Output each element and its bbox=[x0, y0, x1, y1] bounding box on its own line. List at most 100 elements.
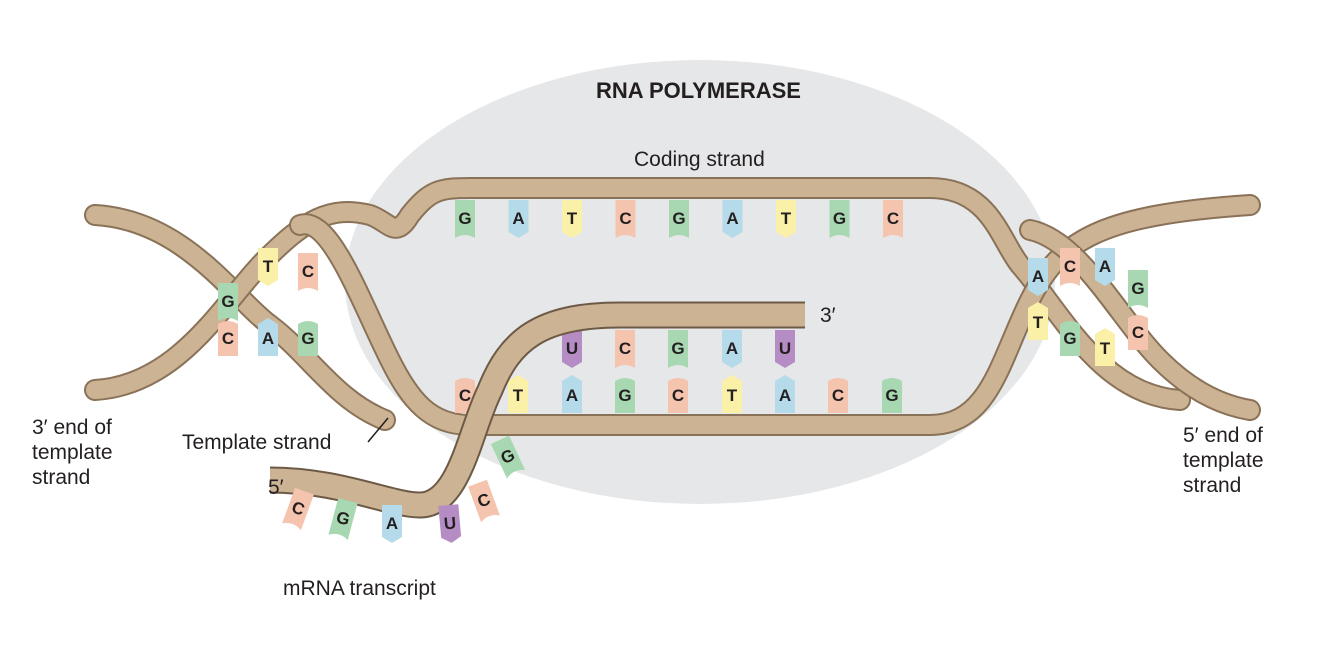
base-letter: T bbox=[727, 386, 738, 405]
base-c-shape bbox=[883, 200, 903, 238]
base-letter: G bbox=[671, 339, 684, 358]
base-g: G bbox=[829, 200, 850, 238]
base-letter: G bbox=[672, 209, 685, 228]
base-c-shape bbox=[615, 330, 635, 368]
base-g-shape bbox=[1128, 270, 1148, 308]
base-letter: T bbox=[781, 209, 792, 228]
base-g: G bbox=[669, 200, 689, 238]
base-letter: C bbox=[289, 498, 307, 520]
base-a: A bbox=[508, 200, 529, 238]
mrna-tail-bases: C G A UCG bbox=[282, 435, 526, 543]
base-letter: A bbox=[726, 209, 738, 228]
base-g-shape bbox=[615, 378, 635, 413]
base-letter: T bbox=[1100, 339, 1111, 358]
base-c: C bbox=[883, 200, 903, 238]
base-c-shape bbox=[615, 200, 636, 238]
base-letter: G bbox=[1131, 279, 1144, 298]
base-letter: U bbox=[566, 339, 578, 358]
base-letter: A bbox=[262, 329, 274, 348]
base-t-shape bbox=[722, 375, 742, 413]
base-g: G bbox=[328, 498, 358, 540]
base-t-shape bbox=[562, 200, 582, 238]
base-c: C bbox=[668, 378, 688, 413]
base-c-shape bbox=[1060, 248, 1080, 286]
base-t: T bbox=[562, 200, 582, 238]
base-a-shape bbox=[258, 318, 278, 356]
base-t: T bbox=[508, 375, 528, 413]
base-letter: C bbox=[619, 339, 631, 358]
base-a-shape bbox=[1095, 248, 1115, 286]
base-c: C bbox=[828, 378, 848, 413]
base-letter: T bbox=[513, 386, 524, 405]
base-letter: U bbox=[779, 339, 791, 358]
base-t-shape bbox=[1028, 302, 1048, 340]
mrna-five-prime-label: 5′ bbox=[268, 476, 284, 499]
five-prime-end-label: 5′ end of template strand bbox=[1183, 424, 1264, 497]
base-letter: G bbox=[618, 386, 631, 405]
base-u-shape bbox=[438, 504, 462, 543]
base-g-shape bbox=[669, 200, 689, 238]
base-t: T bbox=[1095, 328, 1115, 366]
base-c: C bbox=[218, 321, 238, 356]
base-g: G bbox=[455, 200, 475, 238]
three-prime-end-label: 3′ end of template strand bbox=[32, 416, 113, 489]
base-letter: G bbox=[1063, 329, 1076, 348]
base-g: G bbox=[490, 435, 526, 479]
base-letter: U bbox=[443, 514, 457, 534]
base-t-shape bbox=[508, 375, 528, 413]
base-g-shape bbox=[490, 435, 526, 479]
base-t-shape bbox=[1095, 328, 1115, 366]
base-t: T bbox=[1028, 302, 1048, 340]
base-u-shape bbox=[562, 330, 582, 368]
base-g: G bbox=[298, 321, 318, 356]
base-t: T bbox=[258, 248, 278, 286]
base-letter: C bbox=[832, 386, 844, 405]
base-a: A bbox=[562, 375, 582, 413]
base-c-shape bbox=[298, 253, 318, 291]
mrna-transcript-label: mRNA transcript bbox=[283, 577, 436, 600]
left-helix-bases: G T C C A G bbox=[218, 248, 318, 356]
base-g: G bbox=[615, 378, 635, 413]
base-a: A bbox=[382, 505, 402, 543]
base-letter: C bbox=[475, 490, 493, 512]
base-letter: T bbox=[567, 209, 578, 228]
base-g-shape bbox=[829, 200, 850, 238]
base-g: G bbox=[1060, 321, 1080, 356]
base-g-shape bbox=[218, 283, 238, 321]
base-a-shape bbox=[1028, 258, 1048, 296]
rna-polymerase-label: RNA POLYMERASE bbox=[596, 78, 801, 103]
base-a-shape bbox=[508, 200, 529, 238]
base-letter: C bbox=[1132, 323, 1144, 342]
base-t-shape bbox=[258, 248, 278, 286]
base-letter: C bbox=[1064, 257, 1076, 276]
base-a-shape bbox=[722, 200, 743, 238]
base-letter: A bbox=[566, 386, 578, 405]
mrna-ribbon bbox=[269, 303, 805, 517]
base-a-shape bbox=[775, 375, 795, 413]
base-a-shape bbox=[722, 330, 742, 368]
base-c-shape bbox=[828, 378, 848, 413]
base-a: A bbox=[722, 200, 743, 238]
base-letter: C bbox=[887, 209, 899, 228]
base-g-shape bbox=[455, 200, 475, 238]
base-letter: T bbox=[263, 257, 274, 276]
base-letter: A bbox=[1099, 257, 1111, 276]
base-u: U bbox=[438, 504, 462, 543]
template-strand-leader bbox=[367, 417, 389, 443]
base-letter: C bbox=[222, 329, 234, 348]
base-letter: A bbox=[726, 339, 738, 358]
base-letter: G bbox=[458, 209, 471, 228]
base-g: G bbox=[1128, 270, 1148, 308]
base-letter: G bbox=[334, 508, 352, 530]
base-letter: A bbox=[1032, 267, 1044, 286]
base-letter: A bbox=[779, 386, 791, 405]
base-g-shape bbox=[1060, 321, 1080, 356]
base-a: A bbox=[775, 375, 795, 413]
base-a-shape bbox=[382, 505, 402, 543]
base-c-shape bbox=[668, 378, 688, 413]
base-letter: A bbox=[512, 209, 524, 228]
base-letter: C bbox=[459, 386, 471, 405]
